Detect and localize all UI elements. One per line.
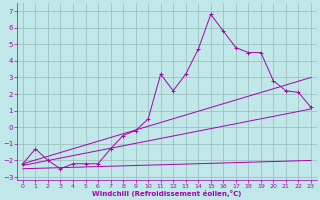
X-axis label: Windchill (Refroidissement éolien,°C): Windchill (Refroidissement éolien,°C) — [92, 190, 242, 197]
